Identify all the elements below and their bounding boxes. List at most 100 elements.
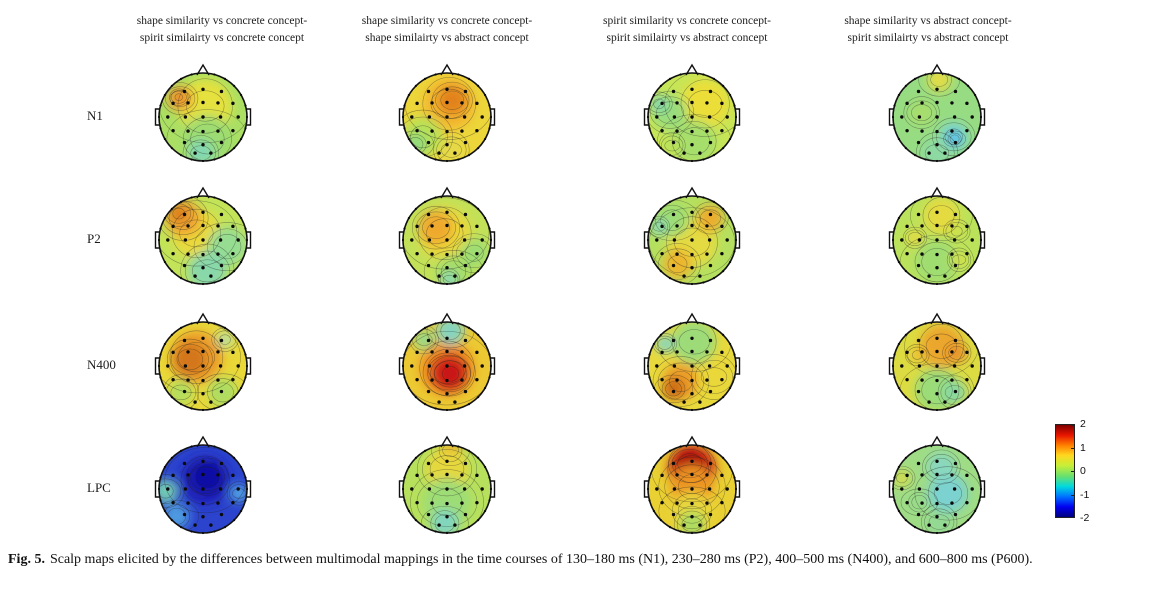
figure-caption: Fig. 5. Scalp maps elicited by the differ…: [8, 549, 1156, 571]
left-ear-marker: [398, 108, 404, 126]
scalp-map-p2-col1: [154, 186, 252, 286]
scalp-map-n400-col1: [154, 312, 252, 412]
scalp-map-lpc-col2: [398, 435, 496, 535]
column-header-line2: spirit similairty vs concrete concept: [139, 31, 305, 44]
nose-marker: [440, 63, 454, 76]
right-ear-marker: [246, 480, 252, 498]
scalp-map-n1-col2: [398, 63, 496, 163]
column-header-1: shape similarity vs concrete concept-spi…: [87, 13, 357, 46]
electrode-dots: [157, 73, 249, 163]
right-ear-marker: [980, 357, 986, 375]
left-ear-marker: [398, 357, 404, 375]
nose-marker: [930, 186, 944, 199]
electrode-dots: [401, 322, 493, 412]
right-ear-marker: [490, 357, 496, 375]
colorbar-tick-mark: [1071, 448, 1075, 449]
electrode-dots: [646, 445, 738, 535]
column-header-4: shape similarity vs abstract concept-spi…: [793, 13, 1063, 46]
electrode-dots: [891, 322, 983, 412]
right-ear-marker: [735, 108, 741, 126]
scalp-map-n1-col4: [888, 63, 986, 163]
right-ear-marker: [490, 231, 496, 249]
colorbar-tick-label: -2: [1080, 512, 1090, 524]
column-header-3: spirit similarity vs concrete concept-sp…: [552, 13, 822, 46]
caption-text: Scalp maps elicited by the differences b…: [49, 552, 1033, 567]
nose-marker: [440, 435, 454, 448]
row-label-n1: N1: [87, 108, 103, 123]
left-ear-marker: [398, 480, 404, 498]
electrode-dots: [157, 196, 249, 286]
right-ear-marker: [735, 480, 741, 498]
nose-marker: [685, 63, 699, 76]
column-header-line1: shape similarity vs abstract concept-: [844, 15, 1012, 27]
colorbar-tick-label: 2: [1080, 418, 1086, 430]
left-ear-marker: [398, 231, 404, 249]
right-ear-marker: [246, 231, 252, 249]
scalp-map-n1-col1: [154, 63, 252, 163]
colorbar-tick-mark: [1071, 517, 1075, 518]
scalp-map-lpc-col1: [154, 435, 252, 535]
electrode-dots: [401, 73, 493, 163]
nose-marker: [685, 435, 699, 448]
left-ear-marker: [643, 357, 649, 375]
right-ear-marker: [980, 108, 986, 126]
right-ear-marker: [735, 357, 741, 375]
left-ear-marker: [643, 231, 649, 249]
left-ear-marker: [643, 480, 649, 498]
row-label-lpc: LPC: [87, 480, 111, 495]
right-ear-marker: [490, 108, 496, 126]
left-ear-marker: [888, 231, 894, 249]
column-header-line1: spirit similarity vs concrete concept-: [603, 15, 771, 27]
electrode-dots: [401, 445, 493, 535]
nose-marker: [196, 435, 210, 448]
right-ear-marker: [490, 480, 496, 498]
left-ear-marker: [154, 357, 160, 375]
electrode-dots: [646, 73, 738, 163]
colorbar-tick-mark: [1071, 425, 1075, 426]
left-ear-marker: [154, 480, 160, 498]
colorbar-tick-label: 0: [1080, 465, 1086, 477]
column-header-line1: shape similarity vs concrete concept-: [136, 15, 308, 27]
right-ear-marker: [735, 231, 741, 249]
scalp-map-p2-col3: [643, 186, 741, 286]
left-ear-marker: [888, 108, 894, 126]
left-ear-marker: [643, 108, 649, 126]
colorbar-tick-label: -1: [1080, 489, 1090, 501]
nose-marker: [196, 63, 210, 76]
scalp-map-n400-col2: [398, 312, 496, 412]
column-header-line2: spirit similairty vs abstract concept: [847, 31, 1009, 44]
right-ear-marker: [980, 231, 986, 249]
nose-marker: [930, 312, 944, 325]
electrode-dots: [157, 445, 249, 535]
left-ear-marker: [888, 480, 894, 498]
caption-label: Fig. 5.: [8, 552, 45, 567]
colorbar-tick-label: 1: [1080, 442, 1086, 454]
nose-marker: [440, 312, 454, 325]
scalp-map-n1-col3: [643, 63, 741, 163]
left-ear-marker: [154, 108, 160, 126]
column-header-line2: shape similairty vs abstract concept: [365, 31, 529, 44]
right-ear-marker: [246, 357, 252, 375]
right-ear-marker: [246, 108, 252, 126]
colorbar-tick-mark: [1071, 495, 1075, 496]
column-header-line1: shape similarity vs concrete concept-: [361, 15, 533, 27]
electrode-dots: [401, 196, 493, 286]
nose-marker: [440, 186, 454, 199]
scalp-map-p2-col2: [398, 186, 496, 286]
nose-marker: [930, 435, 944, 448]
nose-marker: [196, 186, 210, 199]
scalp-map-lpc-col4: [888, 435, 986, 535]
column-header-line2: spirit similairty vs abstract concept: [606, 31, 768, 44]
scalp-map-n400-col3: [643, 312, 741, 412]
scalp-map-p2-col4: [888, 186, 986, 286]
electrode-dots: [891, 196, 983, 286]
nose-marker: [196, 312, 210, 325]
scalp-map-n400-col4: [888, 312, 986, 412]
nose-marker: [685, 312, 699, 325]
colorbar: 2 1 0 -1 -2: [1055, 418, 1115, 524]
electrode-dots: [157, 322, 249, 412]
row-label-p2: P2: [87, 231, 101, 246]
electrode-dots: [646, 196, 738, 286]
row-label-n400: N400: [87, 357, 116, 372]
